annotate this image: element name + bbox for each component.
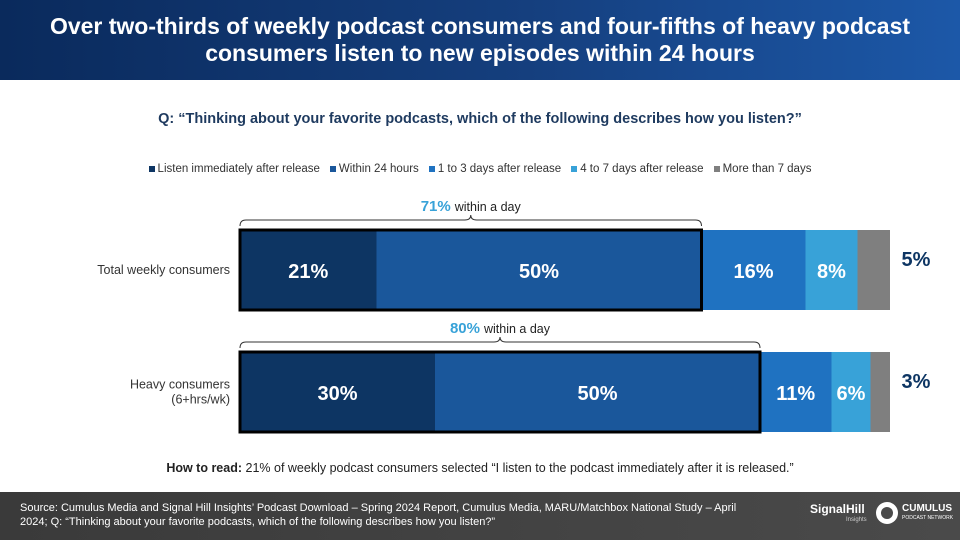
bar-segment xyxy=(857,230,890,310)
cumulus-logo-icon xyxy=(876,502,898,524)
legend-swatch xyxy=(148,166,155,172)
data-label: 16% xyxy=(733,261,773,283)
stacked-bar-chart: Total weekly consumers 21% 50% 16% 8% 5% 71% wi… xyxy=(97,198,931,434)
bar-segment xyxy=(376,230,702,310)
bracket-label: 71% within a day xyxy=(421,198,522,215)
data-label: 8% xyxy=(817,261,846,283)
bar-segment xyxy=(870,352,890,432)
within-day-outline xyxy=(238,228,703,312)
data-label: 6% xyxy=(837,383,866,405)
data-label: 3% xyxy=(902,371,931,393)
legend-item: Listen immediately after release xyxy=(148,163,320,175)
how-to-read-text: 21% of weekly podcast consumers selected… xyxy=(245,461,794,475)
data-label: 50% xyxy=(519,261,559,283)
legend-item: 4 to 7 days after release xyxy=(571,163,704,175)
how-to-read: How to read: 21% of weekly podcast consu… xyxy=(0,461,960,475)
within-day-bracket xyxy=(239,336,761,349)
legend-swatch xyxy=(713,166,720,172)
bar-segment xyxy=(831,352,871,432)
bracket-label: 80% within a day xyxy=(450,320,551,337)
signalhill-logo-sub: Insights xyxy=(846,517,867,523)
source-note: Source: Cumulus Media and Signal Hill In… xyxy=(20,502,737,528)
legend-item: Within 24 hours xyxy=(329,163,419,175)
data-label: 5% xyxy=(902,249,931,271)
legend-label: 4 to 7 days after release xyxy=(580,163,704,175)
footer: Source: Cumulus Media and Signal Hill In… xyxy=(0,492,960,540)
bar-segment xyxy=(240,352,435,432)
category-label: Total weekly consumers xyxy=(97,263,230,277)
category-label: Heavy consumers (6+hrs/wk) xyxy=(130,378,230,407)
legend-label: 1 to 3 days after release xyxy=(437,163,562,175)
bar-segment xyxy=(760,352,832,432)
bar-segment xyxy=(435,352,760,432)
legend-label: Within 24 hours xyxy=(338,163,419,175)
chart-legend: Listen immediately after release Within 2… xyxy=(0,163,960,175)
within-day-outline xyxy=(238,350,762,434)
survey-question: Q: “Thinking about your favorite podcast… xyxy=(158,111,802,127)
data-label: 21% xyxy=(288,261,328,283)
cumulus-logo-sub: PODCAST NETWORK xyxy=(902,515,954,521)
legend-label: More than 7 days xyxy=(722,163,812,175)
header-banner: Over two-thirds of weekly podcast consum… xyxy=(0,0,960,80)
bar-segment xyxy=(701,230,806,310)
data-label: 50% xyxy=(577,383,617,405)
how-to-read-label: How to read: xyxy=(166,461,243,475)
cumulus-logo: CUMULUS xyxy=(902,503,952,514)
legend-swatch xyxy=(329,166,336,172)
page-title: Over two-thirds of weekly podcast consum… xyxy=(49,13,911,66)
data-label: 30% xyxy=(317,383,357,405)
legend-label: Listen immediately after release xyxy=(157,163,320,175)
bar-segment xyxy=(240,230,377,310)
bar-segment xyxy=(805,230,858,310)
within-day-bracket xyxy=(239,214,702,227)
data-label: 11% xyxy=(776,383,815,405)
legend-swatch xyxy=(571,166,578,172)
legend-swatch xyxy=(428,166,435,172)
legend-item: 1 to 3 days after release xyxy=(428,163,562,175)
legend-item: More than 7 days xyxy=(713,163,812,175)
signalhill-logo: SignalHill xyxy=(810,502,865,516)
